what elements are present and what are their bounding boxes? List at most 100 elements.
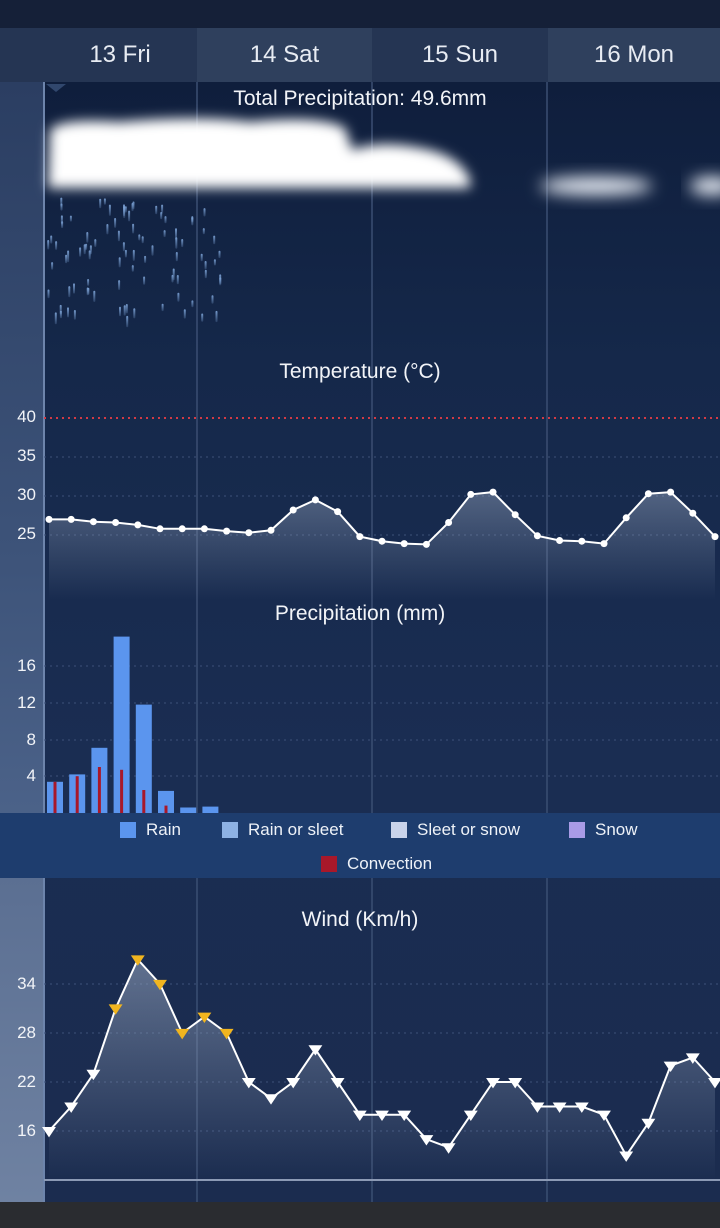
convection-swatch xyxy=(321,856,337,872)
rain-bar xyxy=(202,806,219,813)
wind-point xyxy=(441,1143,456,1154)
raindrop xyxy=(172,268,175,281)
precipitation-title: Precipitation (mm) xyxy=(274,602,446,625)
raindrop xyxy=(204,261,207,270)
tab-day-2[interactable]: 14 Sat xyxy=(197,28,372,82)
convection-bar xyxy=(120,769,124,813)
rain-icon xyxy=(47,197,222,328)
temperature-point xyxy=(422,540,430,548)
temperature-point xyxy=(356,533,364,541)
raindrop xyxy=(176,275,179,285)
raindrop xyxy=(86,287,89,296)
tab-day-3-label: 15 Sun xyxy=(421,41,499,68)
wind-tick-label: 22 xyxy=(17,1072,36,1091)
raindrop xyxy=(161,303,164,312)
raindrop xyxy=(60,203,63,211)
raindrop xyxy=(213,235,216,245)
raindrop xyxy=(86,232,89,243)
rain-swatch xyxy=(120,822,136,838)
precip-tick-label: 12 xyxy=(17,693,36,712)
temperature-point xyxy=(533,532,541,540)
temperature-point xyxy=(200,525,208,533)
wind-point xyxy=(308,1045,323,1056)
raindrop xyxy=(191,217,194,226)
raindrop xyxy=(183,309,186,319)
wind-point xyxy=(597,1110,611,1122)
wind-tick-label: 16 xyxy=(17,1121,36,1140)
legend-item-rain-or-sleet: Rain or sleet xyxy=(222,820,343,840)
wind-point xyxy=(708,1077,720,1089)
temperature-point xyxy=(511,511,519,519)
rain-bar xyxy=(113,636,130,813)
temperature-chart xyxy=(45,488,719,600)
legend-item-convection: Convection xyxy=(321,854,432,874)
legend-label: Snow xyxy=(595,820,638,839)
temperature-point xyxy=(89,518,97,526)
raindrop xyxy=(99,198,102,209)
temperature-point xyxy=(644,490,652,498)
sleet-or-snow-swatch xyxy=(391,822,407,838)
raindrop xyxy=(122,242,125,252)
wind-tick-label: 28 xyxy=(17,1023,36,1042)
raindrop xyxy=(67,250,70,263)
wind-point xyxy=(463,1110,478,1122)
wind-point xyxy=(64,1102,79,1113)
temperature-point xyxy=(311,496,319,504)
raindrop xyxy=(219,277,222,285)
tab-day-1[interactable]: 13 Fri xyxy=(44,28,196,82)
wind-point xyxy=(352,1110,367,1122)
raindrop xyxy=(200,253,203,262)
tab-day-4[interactable]: 16 Mon xyxy=(548,28,720,82)
raindrop xyxy=(68,286,71,298)
temperature-point xyxy=(467,490,475,498)
raindrop xyxy=(106,224,109,235)
raindrop xyxy=(50,235,53,244)
wind-point xyxy=(552,1102,567,1113)
raindrop xyxy=(93,290,96,302)
raindrop xyxy=(144,255,147,263)
wind-point xyxy=(397,1110,412,1122)
day-tabs: 13 Fri 14 Sat 15 Sun 16 Mon xyxy=(0,28,720,82)
wind-point xyxy=(574,1102,589,1113)
tab-day-3[interactable]: 15 Sun xyxy=(373,28,547,82)
temperature-title: Temperature (°C) xyxy=(279,360,441,383)
convection-bar xyxy=(164,805,168,813)
wind-tick-label: 34 xyxy=(17,974,36,993)
wind-point xyxy=(419,1135,434,1146)
snow-swatch xyxy=(569,822,585,838)
raindrop xyxy=(59,310,62,319)
wind-point xyxy=(197,1012,212,1023)
precip-tick-label: 4 xyxy=(26,766,36,785)
raindrop xyxy=(175,228,177,240)
raindrop xyxy=(160,212,163,220)
wind-point xyxy=(685,1053,700,1064)
raindrop xyxy=(119,306,121,317)
precip-tick-label: 16 xyxy=(17,656,36,675)
temperature-point xyxy=(622,514,630,522)
wind-point xyxy=(42,1126,56,1138)
cloud-icon xyxy=(540,177,720,195)
raindrop xyxy=(203,208,206,217)
rain-or-sleet-swatch xyxy=(222,822,238,838)
raindrop xyxy=(164,216,167,224)
raindrop xyxy=(201,313,204,322)
wind-point xyxy=(130,955,145,966)
raindrop xyxy=(128,210,131,222)
raindrop xyxy=(125,304,128,314)
current-day-marker xyxy=(46,84,66,92)
raindrop xyxy=(132,249,135,261)
legend-label: Sleet or snow xyxy=(417,820,520,839)
raindrop xyxy=(108,204,111,216)
wind-point xyxy=(153,979,167,991)
raindrop xyxy=(47,289,50,299)
wind-point xyxy=(241,1077,256,1089)
temperature-point xyxy=(245,529,253,537)
temperature-point xyxy=(556,537,564,544)
wind-point xyxy=(108,1004,123,1015)
wind-point xyxy=(619,1151,634,1162)
raindrop xyxy=(114,218,117,228)
raindrop xyxy=(126,315,129,328)
wind-axis-column xyxy=(0,878,44,1202)
raindrop xyxy=(163,230,166,238)
wind-point xyxy=(508,1077,523,1089)
